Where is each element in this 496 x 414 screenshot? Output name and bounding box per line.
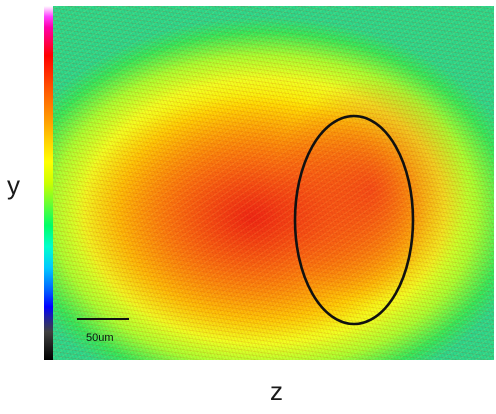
scale-bar	[77, 318, 129, 320]
scale-bar-label: 50um	[86, 332, 114, 344]
highlight-ellipse	[293, 114, 415, 326]
speckle-texture	[53, 6, 494, 360]
colorbar	[44, 6, 53, 360]
highlight-overlay	[293, 114, 415, 326]
y-axis-label: y	[7, 170, 20, 200]
intensity-image: 50um	[44, 6, 494, 360]
z-axis-label: z	[270, 376, 283, 406]
intensity-heatmap	[53, 6, 494, 360]
